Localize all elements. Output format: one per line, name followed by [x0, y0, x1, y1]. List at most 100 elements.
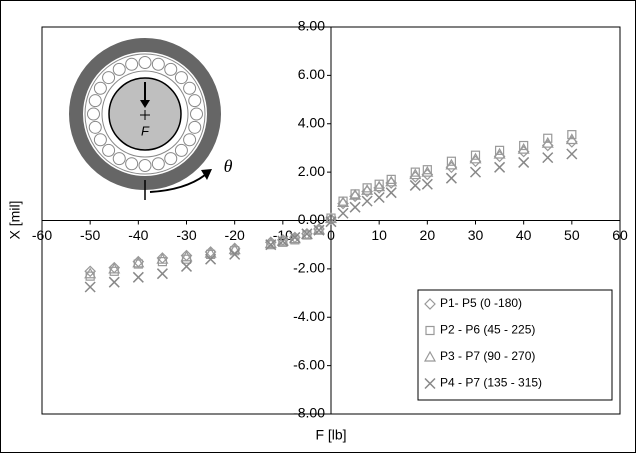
marker-triangle [132, 256, 145, 268]
rollers [87, 56, 203, 172]
marker-triangle [300, 228, 313, 240]
legend: P1- P5 (0 -180) P2 - P6 (45 - 225) P3 - P7… [417, 289, 613, 401]
marker-cross [337, 207, 349, 219]
marker-triangle [84, 267, 97, 279]
marker-cross [445, 172, 457, 184]
marker-square [519, 140, 529, 151]
marker-cross [313, 224, 325, 236]
marker-triangle [108, 262, 121, 274]
marker-diamond [424, 298, 436, 310]
marker-square [374, 179, 384, 189]
marker-cross [421, 178, 433, 190]
x-tick-label: 40 [516, 227, 532, 243]
marker-triangle [312, 223, 325, 235]
marker-triangle [409, 168, 422, 180]
x-tick-label: -20 [225, 227, 245, 243]
legend-box [417, 289, 613, 401]
marker-cross [494, 161, 506, 173]
marker-triangle [517, 142, 530, 154]
y-tick-label: 0.00 [298, 211, 325, 227]
x-axis-label: F [lb] [315, 427, 346, 443]
marker-square [362, 183, 372, 193]
marker-cross [518, 156, 530, 168]
y-tick-label: -8.00 [293, 405, 325, 421]
marker-cross [205, 253, 217, 265]
marker-square [494, 145, 505, 155]
marker-diamond [349, 190, 361, 203]
arrow-head [140, 100, 150, 108]
marker-triangle [493, 147, 506, 159]
marker-square [425, 325, 435, 336]
marker-triangle [469, 152, 482, 164]
x-tick-label: 30 [468, 227, 484, 243]
marker-triangle [288, 232, 301, 244]
marker-cross [385, 187, 397, 199]
roller [102, 71, 116, 85]
marker-diamond [373, 181, 386, 194]
marker-cross [373, 191, 385, 204]
marker-square [446, 156, 457, 166]
roller [112, 62, 126, 76]
y-tick-label: 2.00 [298, 163, 325, 179]
marker-triangle [565, 133, 578, 145]
roller [102, 143, 116, 157]
y-tick-label: -6.00 [293, 356, 325, 372]
marker-cross [424, 377, 436, 390]
marker-triangle [156, 252, 169, 264]
legend-label: P4 - P7 (135 - 315) [440, 376, 542, 390]
marker-triangle [349, 188, 362, 200]
roller [87, 107, 100, 121]
marker-cross [132, 271, 144, 283]
marker-square [410, 167, 420, 177]
x-tick-label: -50 [80, 227, 100, 243]
x-tick-label: -30 [176, 227, 196, 243]
x-tick-label: 50 [564, 227, 580, 243]
marker-cross [289, 231, 301, 243]
y-tick-label: 8.00 [298, 18, 325, 34]
roller [88, 94, 102, 108]
x-tick-label: 0 [327, 227, 335, 243]
force-label: F [141, 123, 150, 138]
roller [188, 120, 202, 134]
roller [88, 120, 102, 134]
y-tick-label: 6.00 [298, 66, 325, 82]
roller [174, 71, 188, 85]
marker-triangle [385, 175, 398, 187]
bearing-diagram: F θ [69, 38, 233, 200]
legend-label: P1- P5 (0 -180) [440, 296, 522, 310]
legend-label: P2 - P6 (45 - 225) [440, 323, 535, 337]
marker-triangle [180, 250, 193, 262]
x-tick-label: 60 [612, 227, 628, 243]
marker-triangle [541, 136, 554, 148]
x-tick-label: -60 [32, 227, 52, 243]
marker-triangle [337, 196, 350, 207]
marker-triangle [204, 246, 217, 258]
roller [138, 56, 152, 69]
y-tick-label: -2.00 [293, 260, 325, 276]
marker-square [567, 130, 577, 140]
y-tick-label: -4.00 [293, 308, 325, 324]
marker-square [422, 165, 432, 175]
marker-triangle [276, 234, 289, 246]
marker-cross [542, 152, 554, 164]
marker-square [543, 133, 553, 143]
marker-cross [265, 239, 277, 251]
roller [93, 81, 107, 95]
marker-cross [409, 179, 421, 191]
marker-cross [156, 268, 168, 280]
marker-triangle [361, 184, 374, 195]
marker-cross [469, 166, 482, 178]
x-tick-label: -40 [128, 227, 148, 243]
marker-cross [361, 195, 373, 207]
angle-label: θ [224, 156, 233, 176]
roller [151, 57, 165, 71]
y-tick-label: 4.00 [298, 114, 325, 130]
roller [112, 152, 126, 166]
marker-cross [566, 148, 578, 160]
marker-cross [84, 281, 96, 293]
roller [138, 159, 152, 172]
x-tick-label: 20 [420, 227, 436, 243]
marker-diamond [337, 197, 349, 210]
roller [164, 152, 178, 166]
